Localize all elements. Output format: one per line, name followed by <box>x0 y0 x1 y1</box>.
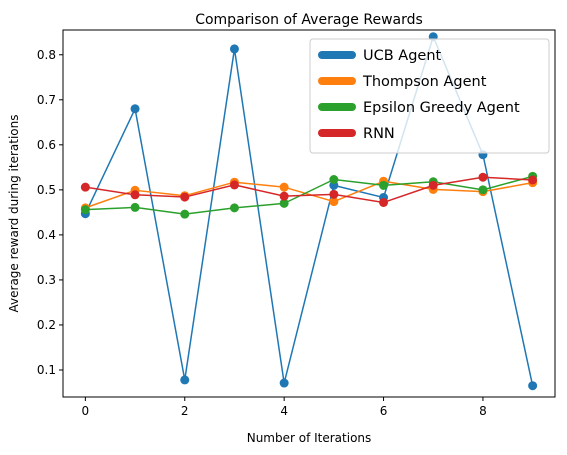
data-point <box>80 205 90 215</box>
data-point <box>329 197 339 207</box>
data-point <box>478 185 488 195</box>
legend-label: UCB Agent <box>363 48 442 64</box>
y-tick-label: 0.3 <box>37 273 56 287</box>
x-tick-label: 4 <box>280 404 288 418</box>
data-point <box>279 198 289 208</box>
y-tick-label: 0.6 <box>37 138 56 152</box>
data-point <box>229 180 239 190</box>
x-axis: 0 2 4 6 8 <box>82 397 487 418</box>
legend-label: Thompson Agent <box>362 74 487 90</box>
data-point <box>279 182 289 192</box>
y-tick-label: 0.1 <box>37 363 56 377</box>
data-point <box>229 44 239 54</box>
x-tick-label: 8 <box>479 404 487 418</box>
series-line-3 <box>85 176 533 204</box>
series-3 <box>80 172 538 207</box>
data-point <box>130 190 140 200</box>
y-axis-label: Average reward during iterations <box>7 115 21 313</box>
data-point <box>478 172 488 182</box>
series-2 <box>80 171 538 219</box>
chart-title: Comparison of Average Rewards <box>195 12 423 28</box>
data-point <box>428 180 438 190</box>
data-point <box>180 209 190 219</box>
data-point <box>180 192 190 202</box>
y-tick-label: 0.5 <box>37 183 56 197</box>
series-layer <box>80 32 538 391</box>
series-line-2 <box>85 175 533 215</box>
legend-entry: Thompson Agent <box>318 74 487 90</box>
series-line-1 <box>85 180 533 209</box>
data-point <box>80 182 90 192</box>
data-point <box>379 180 389 190</box>
x-tick-label: 2 <box>181 404 189 418</box>
data-point <box>130 202 140 212</box>
y-tick-label: 0.8 <box>37 48 56 62</box>
legend: UCB Agent Thompson Agent Epsilon Greedy Ag… <box>309 38 550 154</box>
data-point <box>329 189 339 199</box>
legend-label: Epsilon Greedy Agent <box>363 100 520 116</box>
plot-area-frame <box>62 29 556 398</box>
x-tick-label: 0 <box>82 404 90 418</box>
data-point <box>229 203 239 213</box>
data-point <box>279 191 289 201</box>
y-tick-label: 0.7 <box>37 93 56 107</box>
y-tick-label: 0.2 <box>37 318 56 332</box>
x-tick-label: 6 <box>380 404 388 418</box>
legend-box <box>309 38 550 154</box>
x-axis-label: Number of Iterations <box>247 431 372 445</box>
data-point <box>329 175 339 185</box>
data-point <box>279 378 289 388</box>
legend-entry: RNN <box>318 126 395 142</box>
data-point <box>528 381 538 391</box>
data-point <box>130 104 140 114</box>
legend-label: RNN <box>363 126 395 142</box>
y-axis: 0.1 0.2 0.3 0.4 0.5 0.6 0.7 0.8 <box>37 48 63 377</box>
data-point <box>528 175 538 185</box>
legend-entry: UCB Agent <box>318 48 442 64</box>
y-tick-label: 0.4 <box>37 228 56 242</box>
data-point <box>180 375 190 385</box>
data-point <box>379 197 389 207</box>
legend-entry: Epsilon Greedy Agent <box>318 100 520 116</box>
